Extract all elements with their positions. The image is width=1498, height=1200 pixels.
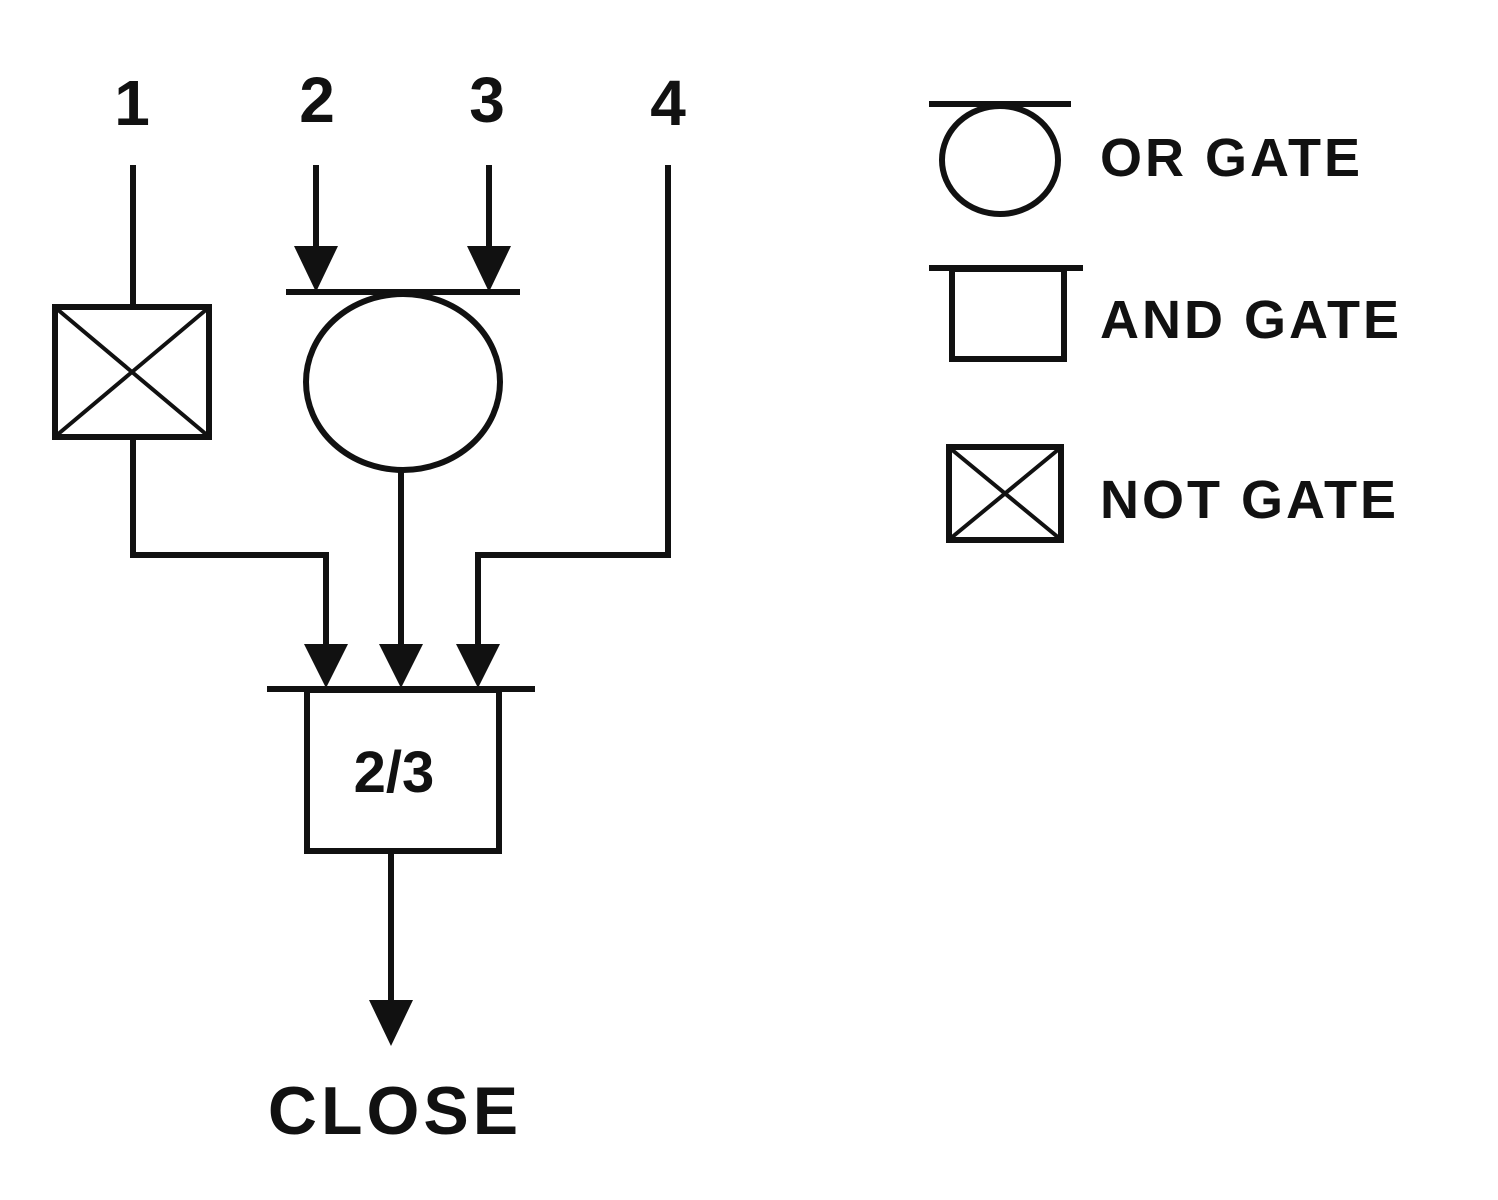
legend-and-gate-symbol xyxy=(929,265,1083,362)
wire-input-4 xyxy=(475,165,671,653)
not-gate xyxy=(52,304,212,440)
legend-or-gate-label: OR GATE xyxy=(1100,128,1363,188)
legend: OR GATE AND GATE NOT GATE xyxy=(929,101,1402,543)
legend-not-gate-label: NOT GATE xyxy=(1100,470,1399,530)
legend-not-gate-symbol xyxy=(946,444,1064,543)
arrow-input-3 xyxy=(467,246,511,292)
arrow-input-2 xyxy=(294,246,338,292)
arrow-output xyxy=(369,1000,413,1046)
arrow-voting-left xyxy=(304,644,348,688)
input-label-2: 2 xyxy=(299,64,335,136)
wire-not-to-voting xyxy=(130,435,329,653)
or-gate xyxy=(286,289,520,473)
input-label-3: 3 xyxy=(469,64,505,136)
voting-gate xyxy=(267,686,535,854)
output-label: CLOSE xyxy=(268,1073,522,1149)
voting-gate-label: 2/3 xyxy=(354,740,435,805)
legend-and-gate-label: AND GATE xyxy=(1100,290,1402,350)
arrow-voting-middle xyxy=(379,644,423,688)
input-label-1: 1 xyxy=(114,67,150,139)
legend-or-gate-symbol xyxy=(929,101,1071,217)
arrow-voting-right xyxy=(456,644,500,688)
input-label-4: 4 xyxy=(650,67,686,139)
